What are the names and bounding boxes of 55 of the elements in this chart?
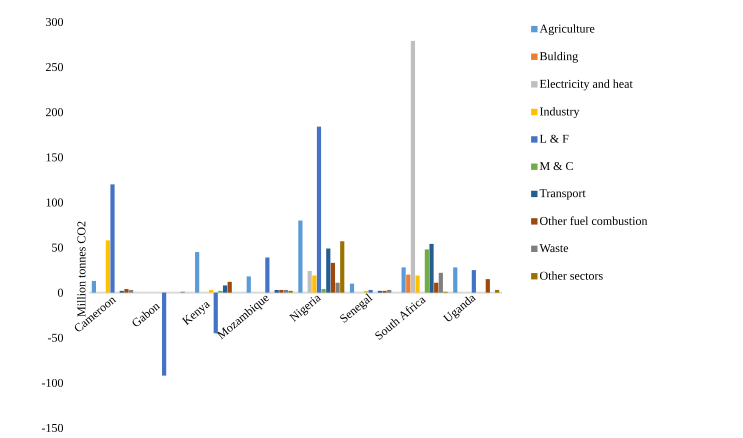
bar	[274, 290, 279, 293]
y-tick-label: 250	[46, 63, 64, 72]
bar	[308, 271, 312, 293]
bar	[340, 241, 344, 293]
bar	[438, 272, 443, 293]
bar	[214, 292, 218, 334]
y-tick-label: 150	[46, 153, 64, 162]
bar	[387, 290, 392, 293]
bar	[265, 257, 270, 293]
legend-label: Industry	[540, 107, 580, 118]
y-tick-label: 0	[58, 288, 64, 297]
bar	[322, 289, 326, 293]
bar	[326, 248, 330, 293]
bar	[424, 249, 429, 293]
legend-label: Other fuel combustion	[540, 216, 648, 225]
bar	[222, 285, 228, 293]
y-tick-label: 300	[46, 18, 64, 26]
bar	[335, 282, 340, 293]
bar	[312, 276, 316, 293]
y-tick-label: 50	[52, 243, 64, 252]
legend-label: Electricity and heat	[540, 79, 633, 90]
bar	[429, 244, 434, 293]
y-tick-label: -100	[42, 378, 64, 387]
bar	[330, 262, 336, 293]
y-tick-label: -150	[42, 424, 64, 432]
bar	[162, 292, 166, 376]
bar	[228, 282, 232, 293]
bar	[415, 276, 420, 293]
legend-label: M & C	[540, 162, 573, 170]
bar	[472, 270, 476, 293]
bar	[402, 267, 406, 293]
bar	[410, 40, 416, 293]
bar	[486, 279, 490, 293]
legend-label: Other sectors	[540, 271, 603, 280]
bar	[92, 280, 96, 293]
bar	[124, 289, 129, 293]
bar	[195, 252, 200, 293]
bar	[406, 274, 410, 293]
legend-label: Transport	[540, 189, 586, 200]
legend-label: Agriculture	[540, 24, 594, 36]
bar	[453, 267, 458, 293]
y-tick-label: 200	[46, 108, 64, 116]
legend-label: L & F	[540, 134, 568, 143]
bar	[316, 126, 322, 293]
bar	[434, 282, 438, 293]
bar	[350, 284, 354, 293]
bar	[106, 240, 110, 293]
bar	[110, 184, 115, 293]
bar	[246, 276, 251, 293]
bar	[279, 290, 284, 293]
legend-label: Waste	[540, 244, 568, 252]
y-tick-label: 100	[46, 198, 64, 206]
y-tick-label: -50	[48, 334, 64, 342]
legend-label: Bulding	[540, 52, 578, 63]
bar	[298, 220, 302, 293]
